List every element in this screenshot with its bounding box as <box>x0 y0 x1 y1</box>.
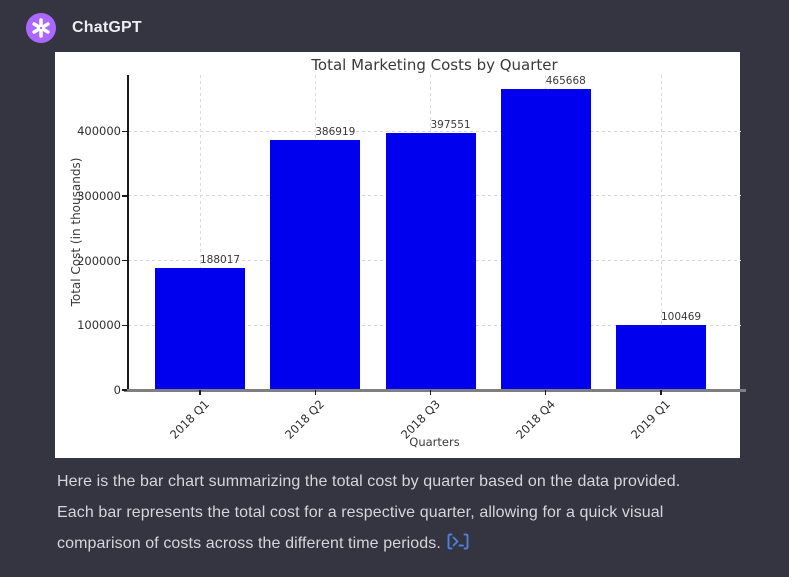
bar-value-label: 188017 <box>200 254 241 267</box>
y-axis-tick-mark <box>122 195 127 197</box>
y-axis-tick-mark <box>122 259 127 262</box>
bar-2018-q3 <box>385 132 476 390</box>
y-axis-tick-mark <box>122 130 127 132</box>
vertical-gridline <box>199 75 201 390</box>
x-axis-label: Quarters <box>409 435 460 449</box>
openai-flower-icon <box>32 18 50 38</box>
x-axis-tick-mark <box>314 390 316 395</box>
horizontal-gridline <box>128 130 741 132</box>
message-body: Here is the bar chart summarizing the to… <box>57 473 681 552</box>
bar-chart-figure[interactable]: Total Marketing Costs by Quarter Total C… <box>55 52 746 458</box>
bar-2018-q4 <box>500 88 591 390</box>
bar-value-label: 100469 <box>661 311 702 324</box>
plot-area: 188017 386919 397551 465668 100469 <box>128 75 741 390</box>
vertical-gridline <box>660 75 662 390</box>
y-axis-tick-mark <box>122 389 127 391</box>
assistant-message-text: Here is the bar chart summarizing the to… <box>57 466 705 561</box>
bar-value-label: 465668 <box>545 74 586 87</box>
chat-header: ChatGPT <box>0 0 789 43</box>
y-axis-tick-label: 300000 <box>77 188 121 203</box>
terminal-citation-icon <box>447 533 469 550</box>
bar-value-label: 386919 <box>315 125 356 138</box>
bar-2018-q2 <box>270 139 361 390</box>
bar-2019-q1 <box>616 325 706 390</box>
y-axis-tick-label: 200000 <box>77 253 121 268</box>
x-axis-tick-mark <box>429 390 432 395</box>
x-axis-tick-mark <box>199 390 201 395</box>
y-axis-tick-label: 100000 <box>77 318 121 333</box>
chart-title: Total Marketing Costs by Quarter <box>311 56 558 74</box>
y-axis-tick-label: 0 <box>113 383 121 397</box>
y-axis-label: Total Cost (in thousands) <box>69 157 83 307</box>
code-citation-chip[interactable] <box>447 530 469 561</box>
chatgpt-logo-icon <box>26 13 56 43</box>
x-axis-spine <box>124 389 746 392</box>
app-title: ChatGPT <box>72 19 142 36</box>
bar-value-label: 397551 <box>430 118 471 131</box>
y-axis-tick-mark <box>122 324 127 326</box>
bar-2018-q1 <box>155 268 245 390</box>
x-axis-tick-mark <box>660 390 662 395</box>
x-axis-tick-mark <box>545 390 547 395</box>
y-axis-tick-label: 400000 <box>77 124 121 139</box>
y-axis-spine <box>127 75 129 390</box>
